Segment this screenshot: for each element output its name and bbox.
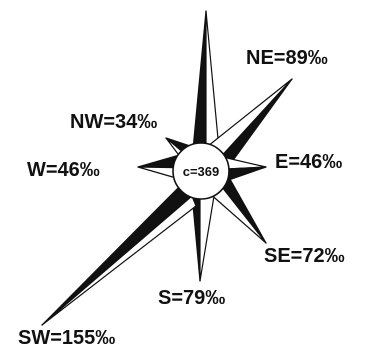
- label-ne: NE=89‰: [246, 47, 328, 69]
- center-label: c=369: [183, 164, 220, 179]
- label-nw: NW=34‰: [70, 111, 157, 133]
- label-sw: SW=155‰: [18, 327, 115, 349]
- label-e: E=46‰: [275, 151, 342, 173]
- arm-n: [191, 10, 221, 171]
- center-circle: [172, 142, 230, 200]
- label-w: W=46‰: [27, 159, 100, 181]
- label-se: SE=72‰: [264, 245, 345, 267]
- label-s: S=79‰: [158, 287, 225, 309]
